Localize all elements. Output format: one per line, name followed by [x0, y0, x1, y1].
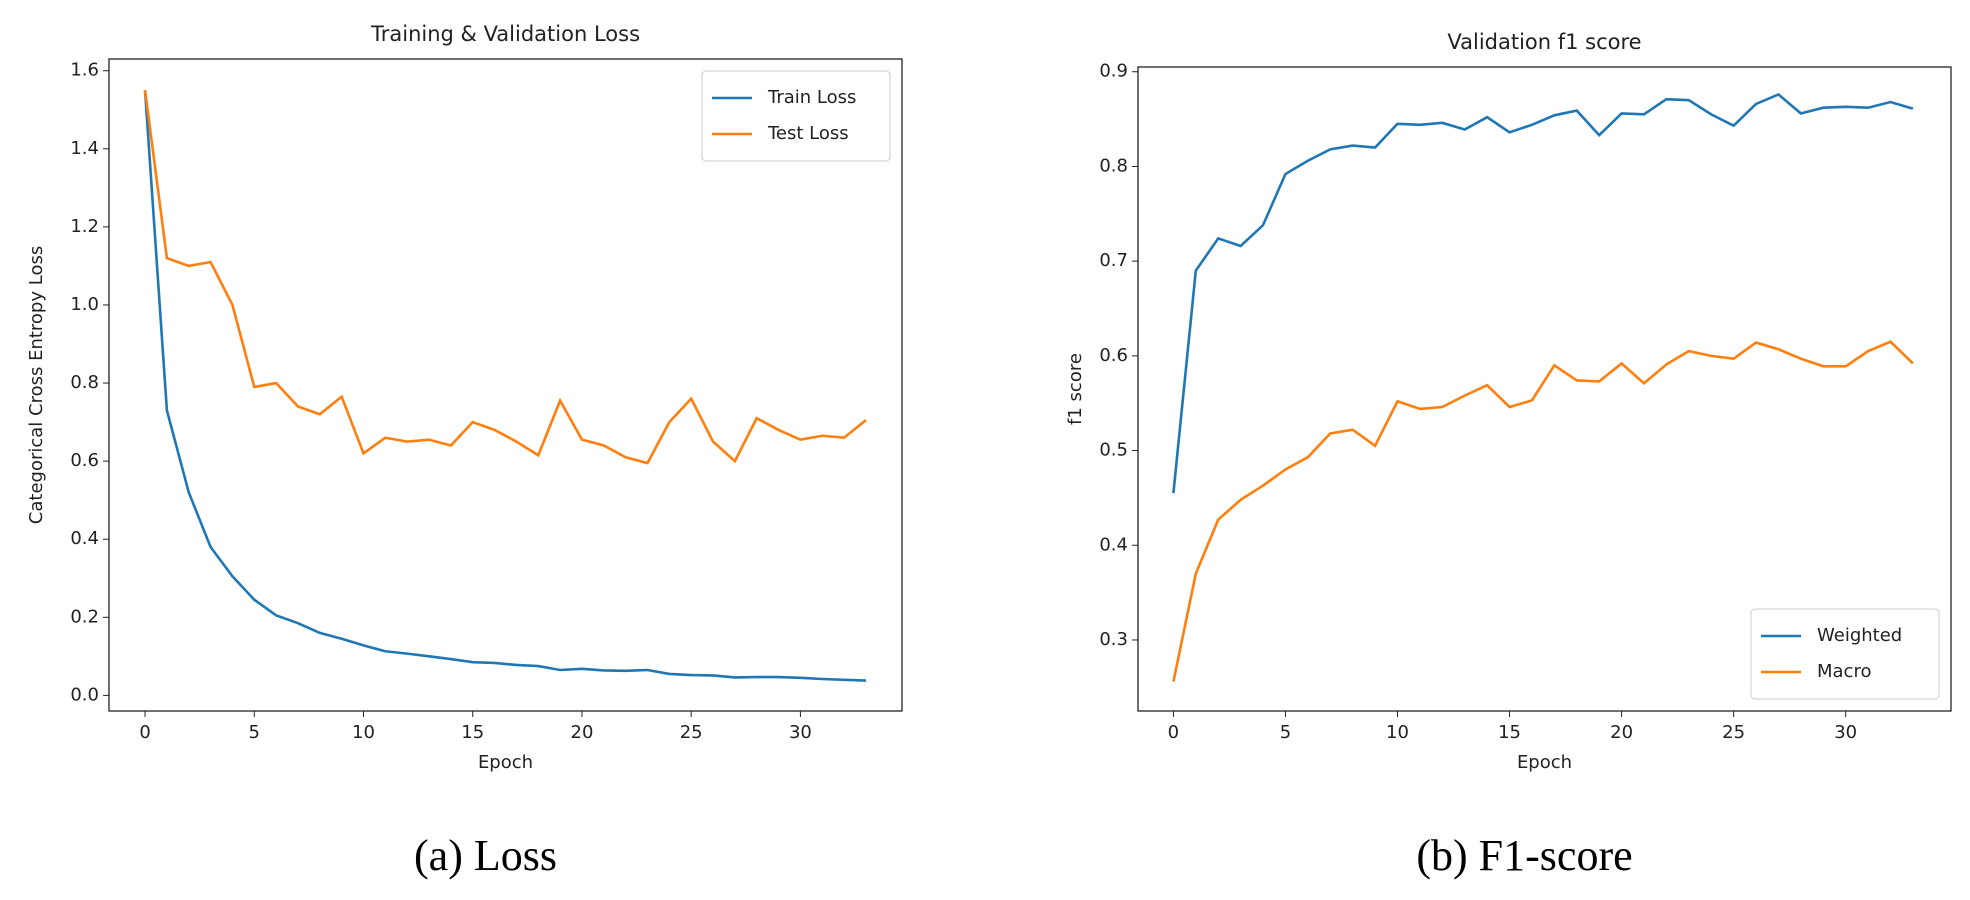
y-tick-label: 0.8 [1099, 155, 1128, 176]
y-tick-label: 0.7 [1099, 250, 1128, 271]
caption: (b) F1-score [1416, 831, 1632, 880]
caption: (a) Loss [414, 831, 557, 880]
x-tick-label: 5 [249, 722, 260, 743]
x-tick-label: 20 [571, 722, 594, 743]
x-tick-label: 10 [352, 722, 375, 743]
x-tick-label: 0 [1168, 722, 1179, 743]
y-tick-label: 0.6 [1099, 345, 1128, 366]
chart-title: Training & Validation Loss [370, 22, 640, 46]
x-tick-label: 5 [1280, 722, 1291, 743]
x-tick-label: 25 [680, 722, 703, 743]
legend-label: Macro [1817, 661, 1871, 682]
y-tick-label: 0.4 [70, 528, 99, 549]
x-tick-label: 15 [461, 722, 484, 743]
x-axis-label: Epoch [478, 752, 533, 773]
y-axis-label: f1 score [1065, 353, 1086, 425]
y-tick-label: 0.5 [1099, 440, 1128, 461]
x-tick-label: 30 [789, 722, 812, 743]
x-tick-label: 10 [1386, 722, 1409, 743]
y-tick-label: 0.4 [1099, 534, 1128, 555]
y-tick-label: 0.9 [1099, 61, 1128, 82]
data-line [1172, 340, 1914, 682]
legend-box [1750, 608, 1940, 700]
legend-box [701, 70, 891, 162]
y-tick-label: 0.8 [70, 372, 99, 393]
y-axis-label: Categorical Cross Entropy Loss [26, 246, 47, 524]
y-tick-label: 1.6 [70, 60, 99, 81]
y-tick-label: 0.2 [70, 606, 99, 627]
data-line [1172, 92, 1914, 494]
plot-frame [108, 58, 903, 712]
x-tick-label: 20 [1610, 722, 1633, 743]
data-line [143, 90, 867, 465]
x-tick-label: 30 [1834, 722, 1857, 743]
legend-label: Test Loss [767, 123, 849, 144]
y-tick-label: 1.2 [70, 216, 99, 237]
y-tick-label: 1.0 [70, 294, 99, 315]
x-tick-label: 15 [1498, 722, 1521, 743]
data-line [143, 90, 867, 682]
x-tick-label: 25 [1722, 722, 1745, 743]
x-axis-label: Epoch [1517, 752, 1572, 773]
y-tick-label: 0.0 [70, 684, 99, 705]
x-tick-label: 0 [139, 722, 150, 743]
y-tick-label: 0.3 [1099, 629, 1128, 650]
y-tick-label: 1.4 [70, 138, 99, 159]
chart-title: Validation f1 score [1447, 30, 1641, 54]
plot-frame [1137, 66, 1952, 712]
legend-label: Weighted [1817, 625, 1902, 646]
legend-label: Train Loss [767, 87, 856, 108]
y-tick-label: 0.6 [70, 450, 99, 471]
